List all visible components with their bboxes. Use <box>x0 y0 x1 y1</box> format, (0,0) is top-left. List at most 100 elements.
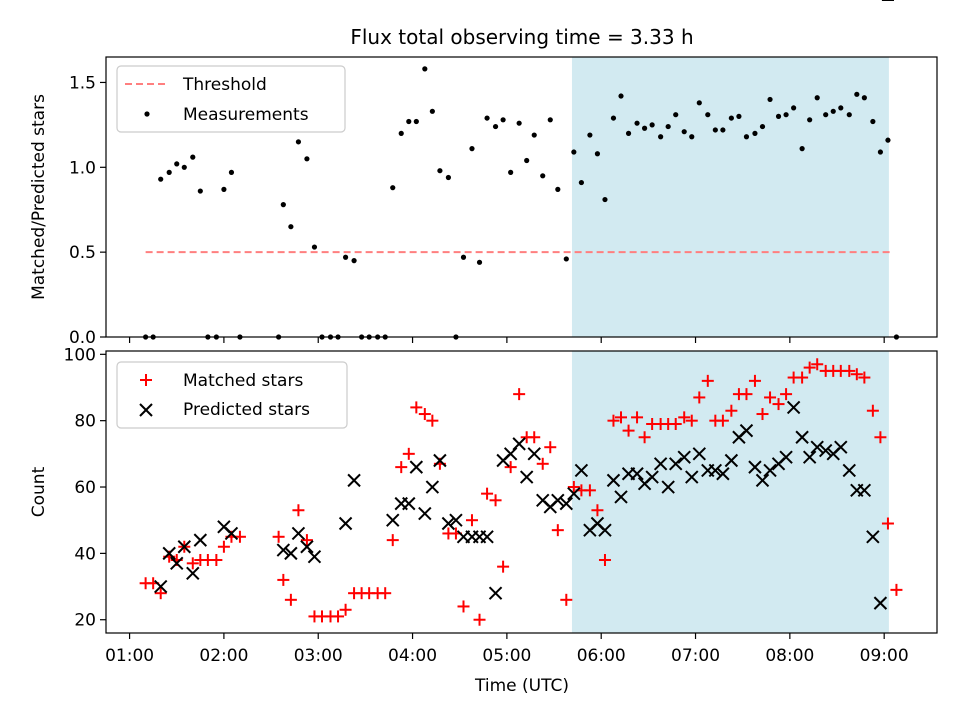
predicted-star-point <box>307 549 322 564</box>
matched-legend-swatch <box>140 374 152 386</box>
matched-star-point <box>756 408 769 421</box>
matched-star-point <box>513 388 526 401</box>
matched-star-point <box>890 583 903 596</box>
measurement-point <box>516 120 522 126</box>
predicted-star-point <box>748 460 762 474</box>
measurement-point <box>846 112 852 118</box>
count-legend-box <box>116 361 348 429</box>
matched-star-point <box>796 371 809 384</box>
predicted-star-point <box>598 523 612 537</box>
predicted-star-point <box>449 513 463 527</box>
predicted-star-point <box>763 463 777 478</box>
predicted-star-point <box>692 447 707 461</box>
predicted-star-point <box>551 493 565 508</box>
measurement-point <box>390 185 396 191</box>
predicted-star-point <box>866 530 880 544</box>
predicted-star-point <box>193 533 208 547</box>
measurement-point <box>752 130 758 136</box>
predicted-star-point <box>795 430 809 444</box>
measurement-point <box>799 146 805 152</box>
predicted-star-point <box>441 516 456 531</box>
measurement-point <box>174 161 180 167</box>
measurement-point <box>602 196 608 203</box>
predicted-star-point <box>685 470 699 484</box>
measurement-point <box>641 125 648 131</box>
measurement-point <box>540 173 546 179</box>
count-panel: 20 40 60 80 100 01:00 02:00 03:00 04:00 05:00 06:… <box>29 0 938 696</box>
matched-star-point <box>544 441 557 454</box>
matched-star-point <box>277 573 290 586</box>
predicted-star-point <box>224 526 239 541</box>
measurement-point <box>705 112 711 118</box>
ratio-y-axis-label: Matched/Predicted stars <box>29 94 49 300</box>
measurement-point <box>854 91 860 97</box>
x-axis-label: Time (UTC) <box>474 676 569 696</box>
y-tick-label: 20 <box>74 611 96 631</box>
measurement-point <box>634 120 640 126</box>
measurement-point <box>775 113 782 119</box>
y-tick-label: 40 <box>74 544 96 564</box>
matched-star-point <box>583 484 596 497</box>
predicted-star-point <box>786 400 801 415</box>
measurement-point <box>791 105 797 111</box>
predicted-star-point <box>653 457 668 471</box>
predicted-star-point <box>488 586 503 600</box>
predicted-star-point <box>418 506 432 521</box>
measurement-point <box>484 115 490 121</box>
measurement-point <box>413 118 419 125</box>
matched-star-point <box>332 610 345 623</box>
measurement-point <box>563 256 569 262</box>
predicted-star-point <box>677 450 691 464</box>
matched-star-point <box>465 514 478 527</box>
x-tick-label: 07:00 <box>671 646 720 666</box>
predicted-star-point <box>716 467 730 481</box>
y-tick-label: 0.5 <box>69 243 96 263</box>
measurement-point <box>720 127 726 133</box>
matched-star-point <box>536 457 549 470</box>
matched-star-point <box>473 613 486 626</box>
matched-star-point <box>410 401 423 414</box>
matched-star-point <box>560 593 573 606</box>
count-legend: Matched stars Predicted stars <box>116 361 348 429</box>
measurement-point <box>861 95 867 101</box>
predicted-star-point <box>842 463 856 478</box>
matched-star-point <box>504 461 517 474</box>
ratio-shaded-region <box>571 57 889 337</box>
measurement-point <box>342 254 349 260</box>
matched-star-point <box>701 374 714 387</box>
predicted-star-point <box>433 453 447 468</box>
measurement-point <box>524 157 530 164</box>
predicted-star-point <box>739 423 754 438</box>
predicted-star-point <box>574 463 589 478</box>
predicted-star-point <box>559 496 574 511</box>
matched-star-point <box>780 388 793 401</box>
ratio-legend-box <box>116 65 346 133</box>
matched-star-point <box>874 431 887 444</box>
predicted-stars-points <box>154 0 894 610</box>
predicted-star-point <box>186 566 200 580</box>
y-tick-label: 1.5 <box>69 73 96 93</box>
predicted-legend-swatch <box>139 403 153 417</box>
ratio-panel: 0.0 0.5 1.0 1.5 Matched/Predicted stars Thr… <box>29 56 938 348</box>
measurement-point <box>625 130 632 136</box>
matched-star-point <box>772 398 785 411</box>
predicted-star-point <box>614 490 628 504</box>
measurement-point <box>460 254 467 260</box>
measurement-point <box>181 164 187 170</box>
matched-star-point <box>186 557 199 570</box>
measurement-point <box>476 259 483 265</box>
predicted-star-point <box>425 480 440 494</box>
matched-star-point <box>725 404 738 417</box>
measurement-point <box>547 117 553 123</box>
predicted-star-point <box>857 483 872 498</box>
matched-star-point <box>858 371 871 384</box>
matched-star-point <box>284 593 297 606</box>
matched-star-point <box>803 361 816 374</box>
measurement-point <box>689 134 695 140</box>
matched-star-point <box>210 554 223 567</box>
ratio-x-ticks <box>128 337 885 343</box>
measurement-point <box>197 188 203 194</box>
matched-star-point <box>339 603 352 616</box>
x-tick-label: 09:00 <box>860 646 909 666</box>
matched-star-point <box>567 481 580 494</box>
